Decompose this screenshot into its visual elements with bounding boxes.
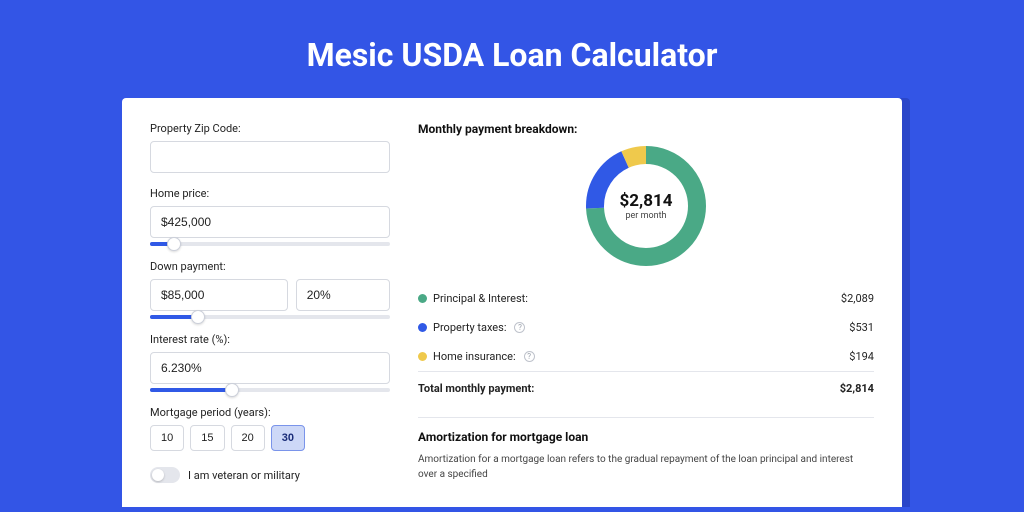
interest-field-group: Interest rate (%): [150, 333, 390, 392]
donut-chart: $2,814 per month [586, 146, 706, 266]
inputs-column: Property Zip Code: Home price: Down paym… [150, 122, 390, 483]
legend-dot-icon [418, 294, 427, 303]
period-field-group: Mortgage period (years): 1015 2030 [150, 406, 390, 451]
home-price-input[interactable] [150, 206, 390, 238]
interest-label: Interest rate (%): [150, 333, 390, 346]
down-payment-label: Down payment: [150, 260, 390, 273]
legend-label: Home insurance: [433, 350, 516, 363]
legend-row-ins: Home insurance:? $194 [418, 342, 874, 371]
page-title: Mesic USDA Loan Calculator [0, 0, 1024, 98]
info-icon[interactable]: ? [524, 351, 535, 362]
veteran-toggle[interactable] [150, 467, 180, 483]
period-button-15[interactable]: 15 [190, 425, 224, 451]
slider-thumb[interactable] [225, 383, 239, 397]
legend-amount: $194 [849, 350, 874, 363]
period-button-30[interactable]: 30 [271, 425, 305, 451]
slider-thumb[interactable] [167, 237, 181, 251]
period-label: Mortgage period (years): [150, 406, 390, 419]
breakdown-column: Monthly payment breakdown: $2,814 per mo… [418, 122, 874, 483]
legend-label: Property taxes: [433, 321, 506, 334]
legend-label: Principal & Interest: [433, 292, 528, 305]
period-button-group: 1015 2030 [150, 425, 390, 451]
down-payment-field-group: Down payment: [150, 260, 390, 319]
legend-row-total: Total monthly payment: $2,814 [418, 371, 874, 403]
legend-dot-icon [418, 323, 427, 332]
zip-label: Property Zip Code: [150, 122, 390, 135]
legend-row-tax: Property taxes:? $531 [418, 313, 874, 342]
calculator-card: Property Zip Code: Home price: Down paym… [122, 98, 902, 507]
total-amount: $2,814 [840, 382, 874, 395]
veteran-toggle-row: I am veteran or military [150, 467, 390, 483]
total-label: Total monthly payment: [418, 382, 534, 395]
zip-field-group: Property Zip Code: [150, 122, 390, 173]
down-payment-slider[interactable] [150, 315, 390, 319]
home-price-slider[interactable] [150, 242, 390, 246]
home-price-label: Home price: [150, 187, 390, 200]
down-payment-pct-input[interactable] [296, 279, 390, 311]
zip-input[interactable] [150, 141, 390, 173]
donut-center: $2,814 per month [586, 146, 706, 266]
slider-thumb[interactable] [191, 310, 205, 324]
legend-dot-icon [418, 352, 427, 361]
donut-total-value: $2,814 [620, 191, 673, 211]
divider [418, 417, 874, 418]
legend-amount: $531 [849, 321, 874, 334]
donut-chart-wrap: $2,814 per month [418, 146, 874, 266]
toggle-knob [152, 469, 164, 481]
donut-total-sub: per month [625, 211, 666, 221]
amortization-body: Amortization for a mortgage loan refers … [418, 452, 874, 482]
info-icon[interactable]: ? [514, 322, 525, 333]
interest-input[interactable] [150, 352, 390, 384]
interest-slider[interactable] [150, 388, 390, 392]
period-button-20[interactable]: 20 [231, 425, 265, 451]
breakdown-title: Monthly payment breakdown: [418, 122, 874, 136]
legend-amount: $2,089 [841, 292, 874, 305]
period-button-10[interactable]: 10 [150, 425, 184, 451]
legend-row-pi: Principal & Interest: $2,089 [418, 284, 874, 313]
home-price-field-group: Home price: [150, 187, 390, 246]
amortization-title: Amortization for mortgage loan [418, 430, 874, 444]
down-payment-input[interactable] [150, 279, 288, 311]
veteran-label: I am veteran or military [188, 469, 300, 482]
